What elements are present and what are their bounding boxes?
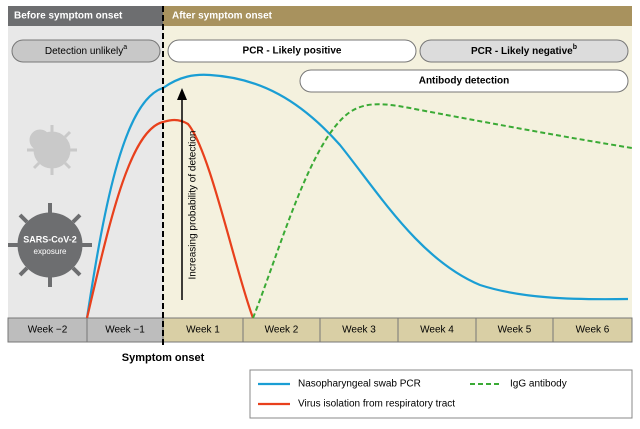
before-header (8, 6, 163, 26)
before-label: Before symptom onset (14, 11, 123, 22)
before-bg (8, 26, 163, 318)
arrow-head (177, 88, 187, 100)
note: b (573, 44, 577, 51)
week-cell (86, 317, 164, 343)
week-label: Week −1 (105, 325, 145, 336)
week-row: Week −2 Week −1 Week 1 Week 2 Week 3 Week 4 We… (7, 317, 633, 343)
virus-light (27, 125, 77, 175)
week-label: Week 1 (186, 325, 220, 336)
virus-label-1: SARS-CoV-2 (23, 234, 77, 244)
week-label: Week 2 (265, 325, 299, 336)
after-label: After symptom onset (172, 11, 273, 22)
week-label: Week −2 (28, 325, 68, 336)
legend-label: Nasopharyngeal swab PCR (298, 379, 421, 390)
week-cell (397, 317, 477, 343)
pill-negative (419, 39, 629, 63)
week-cell (475, 317, 554, 343)
week-cell (319, 317, 399, 343)
pill-antibody (299, 69, 629, 93)
pcr-curve (85, 73, 629, 319)
arrow-label: Increasing probability of detection (188, 131, 199, 280)
isolation-curve (85, 118, 255, 319)
pill-text: Detection unlikely (45, 46, 123, 57)
virus-label-2: exposure (34, 247, 67, 256)
legend-label: Virus isolation from respiratory tract (298, 399, 455, 410)
after-header (163, 6, 632, 26)
pill-text: PCR - Likely negative (471, 46, 573, 57)
week-cell (7, 317, 88, 343)
igg-curve (252, 103, 633, 319)
pill-positive-text: PCR - Likely positive (243, 46, 342, 57)
legend-label: IgG antibody (510, 379, 567, 390)
week-label: Week 5 (498, 325, 532, 336)
note: a (123, 44, 127, 51)
week-label: Week 3 (342, 325, 376, 336)
legend (249, 369, 633, 419)
virus-dark (8, 203, 92, 287)
pill-negative-text: PCR - Likely negativeb (471, 44, 577, 57)
week-label: Week 6 (576, 325, 610, 336)
pill-positive (167, 39, 417, 63)
onset-label: Symptom onset (122, 352, 205, 364)
week-cell (552, 317, 633, 343)
pill-unlikely (11, 39, 161, 63)
pill-antibody-text: Antibody detection (419, 76, 510, 87)
week-label: Week 4 (420, 325, 454, 336)
pill-unlikely-text: Detection unlikelya (45, 44, 127, 57)
